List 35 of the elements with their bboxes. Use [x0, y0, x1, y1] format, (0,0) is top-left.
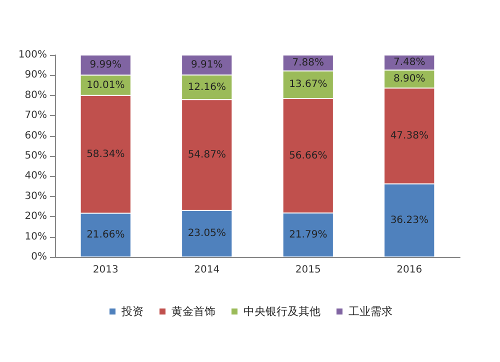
data-label: 36.23%	[390, 214, 428, 226]
y-tick-label: 80%	[24, 90, 47, 101]
x-tick-label: 2015	[295, 264, 321, 276]
y-tick-label: 10%	[24, 231, 47, 242]
legend-label: 黄金首饰	[172, 305, 216, 318]
y-tick-label: 30%	[24, 190, 47, 202]
y-tick-label: 40%	[24, 170, 47, 182]
data-label: 13.67%	[289, 79, 328, 90]
x-tick-label: 2014	[194, 264, 220, 276]
data-label: 8.90%	[393, 74, 426, 85]
y-tick-label: 20%	[24, 211, 47, 222]
data-label: 58.34%	[86, 148, 125, 160]
y-tick-label: 70%	[24, 110, 47, 122]
data-label: 7.88%	[292, 57, 324, 68]
legend-label: 中央银行及其他	[244, 305, 320, 318]
data-label: 12.16%	[188, 82, 226, 93]
data-label: 21.79%	[289, 229, 328, 240]
data-label: 10.01%	[86, 80, 125, 91]
y-tick-label: 90%	[24, 70, 47, 81]
data-label: 9.91%	[190, 60, 223, 71]
y-tick-label: 100%	[18, 50, 47, 60]
y-tick-label: 50%	[24, 150, 47, 162]
data-label: 47.38%	[390, 130, 428, 142]
y-tick-label: 0%	[31, 252, 47, 262]
x-tick-label: 2013	[92, 264, 118, 276]
data-label: 54.87%	[188, 150, 226, 161]
data-label: 56.66%	[289, 150, 328, 162]
y-tick-label: 60%	[24, 130, 47, 142]
data-label: 7.48%	[393, 57, 426, 68]
x-tick-label: 2016	[396, 264, 422, 276]
data-label: 9.99%	[90, 60, 122, 71]
legend-label: 投资	[120, 305, 144, 318]
data-label: 21.66%	[86, 230, 125, 241]
data-label: 23.05%	[188, 228, 226, 240]
legend-label: 工业需求	[348, 305, 392, 318]
